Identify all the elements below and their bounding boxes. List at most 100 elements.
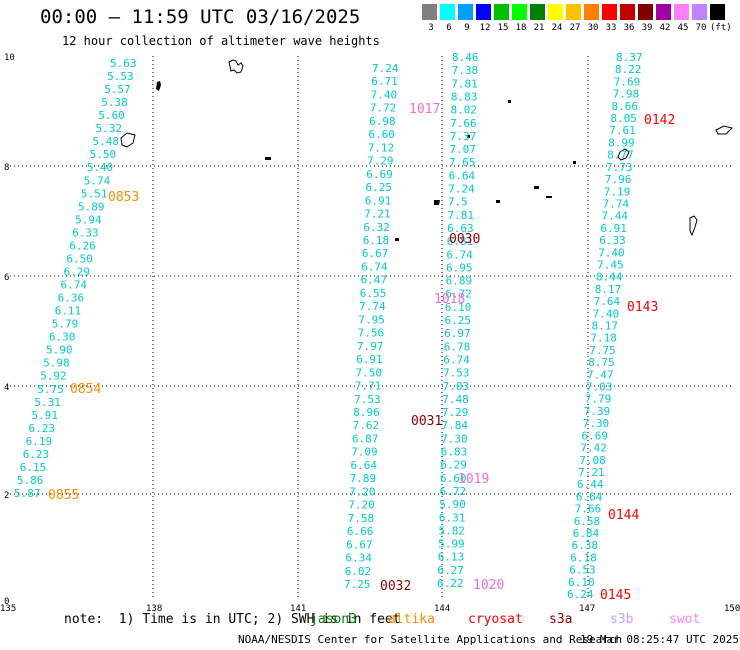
wave-height-value: 6.71 <box>371 75 398 88</box>
wave-height-value: 6.36 <box>58 292 85 305</box>
wave-height-value: 7.18 <box>590 332 617 345</box>
wave-height-value: 5.79 <box>52 318 79 331</box>
legend-label: 45 <box>677 23 689 33</box>
wave-height-value: 6.74 <box>61 279 88 292</box>
wave-height-value: 7.48 <box>442 393 469 406</box>
wave-height-value: 5.90 <box>46 344 73 357</box>
wave-height-value: 7.66 <box>575 503 602 516</box>
wave-height-value: 6.38 <box>572 539 599 552</box>
island <box>467 135 470 138</box>
wave-height-value: 7.37 <box>450 130 477 143</box>
legend-swatch <box>440 4 455 20</box>
wave-height-value: 7.29 <box>367 155 394 168</box>
legend-label: 39 <box>641 23 653 33</box>
wave-height-value: 7.71 <box>355 380 382 393</box>
pass-time-label: 1018 <box>434 292 465 307</box>
wave-height-value: 6.29 <box>64 266 91 279</box>
pass-time-label: 1020 <box>473 578 504 593</box>
wave-height-value: 6.74 <box>361 261 388 274</box>
wave-height-value: 5.31 <box>34 396 61 409</box>
wave-height-value: 7.58 <box>348 512 375 525</box>
wave-height-value: 6.13 <box>438 551 465 564</box>
wave-height-value: 6.64 <box>351 459 378 472</box>
legend-label: 21 <box>533 23 545 33</box>
wave-height-value: 8.99 <box>608 136 635 149</box>
island <box>573 161 576 164</box>
wave-height-value: 7.40 <box>598 246 625 259</box>
legend-label: 18 <box>515 23 527 33</box>
wave-height-value: 8.17 <box>592 320 619 333</box>
legend-swatch <box>548 4 563 20</box>
legend-swatch <box>494 4 509 20</box>
wave-height-value: 7.08 <box>579 454 606 467</box>
wave-height-value: 5.57 <box>104 83 131 96</box>
pass-time-label: 1019 <box>458 472 489 487</box>
latitude-tick-label: 10 <box>4 53 15 63</box>
wave-height-value: 6.22 <box>437 577 464 590</box>
pass-time-label: 0143 <box>627 300 658 315</box>
wave-height-value: 6.27 <box>437 564 464 577</box>
wave-height-value: 6.33 <box>72 226 99 239</box>
pass-time-label: 0142 <box>644 113 675 128</box>
latitude-tick-label: 4 <box>4 383 9 393</box>
satellite-label-s3a: s3a <box>549 612 573 627</box>
wave-height-value: 7.89 <box>350 472 377 485</box>
pass-time-label: 0145 <box>600 588 631 603</box>
legend-swatch <box>620 4 635 20</box>
wave-height-value: 6.10 <box>568 576 595 589</box>
wave-height-value: 5.91 <box>32 409 59 422</box>
wave-height-value: 7.73 <box>606 161 633 174</box>
wave-height-value: 6.34 <box>345 552 372 565</box>
legend-label: (ft) <box>710 23 732 33</box>
wave-height-value: 6.25 <box>445 314 472 327</box>
wave-height-value: 6.19 <box>26 435 52 448</box>
wave-height-value: 8.83 <box>451 90 478 103</box>
axis-labels: 135 138 141 144 147 150 10 8 6 4 2 0 <box>0 53 740 614</box>
legend-swatch <box>692 4 707 20</box>
wave-height-value: 6.98 <box>369 115 396 128</box>
wave-height-value: 6.60 <box>440 472 467 485</box>
island <box>689 215 698 237</box>
wave-height-value: 7.81 <box>448 209 475 222</box>
wave-height-value: 5.48 <box>93 135 120 148</box>
wave-height-value: 8.44 <box>596 271 623 284</box>
wave-height-value: 5.75 <box>37 383 64 396</box>
wave-height-value: 7.56 <box>358 327 385 340</box>
latitude-tick-label: 0 <box>4 597 9 607</box>
longitude-tick-label: 144 <box>434 604 450 614</box>
wave-height-value: 7.20 <box>348 499 375 512</box>
pass-time-labels: 0853 0854 0855 1017 1018 1019 1020 0030 0031 0032… <box>48 102 675 603</box>
legend-swatch <box>584 4 599 20</box>
wave-height-value: 5.82 <box>439 524 466 537</box>
wave-height-value: 7.47 <box>587 368 614 381</box>
island <box>156 81 161 91</box>
footer-note: note: 1) Time is in UTC; 2) SWH is in fe… <box>64 612 401 627</box>
pass-time-label: 0144 <box>608 508 639 523</box>
island <box>228 59 244 74</box>
island <box>617 148 630 161</box>
wave-height-value: 6.64 <box>576 490 603 503</box>
wave-height-value: 6.74 <box>443 353 470 366</box>
graticule <box>10 56 732 600</box>
wave-height-value: 7.95 <box>358 313 385 326</box>
wave-height-value: 5.86 <box>17 474 44 487</box>
islands <box>120 59 733 241</box>
wave-height-value: 6.25 <box>366 181 393 194</box>
wave-height-value: 7.53 <box>354 393 381 406</box>
wave-height-value: 6.58 <box>574 515 601 528</box>
wave-height-value: 6.83 <box>441 446 468 459</box>
wave-height-value: 6.63 <box>447 222 474 235</box>
wave-height-value: 6.74 <box>446 248 473 261</box>
wave-height-value: 6.78 <box>444 340 471 353</box>
wave-height-value: 5.50 <box>90 148 117 161</box>
wave-height-value: 6.69 <box>366 168 393 181</box>
legend-swatch <box>530 4 545 20</box>
island <box>395 238 399 241</box>
wave-height-value: 7.61 <box>609 124 636 137</box>
wave-height-value: 6.02 <box>345 565 372 578</box>
wave-height-value: 7.5 <box>448 196 468 209</box>
wave-height-value: 6.31 <box>439 511 466 524</box>
satellite-label-altika: altika <box>388 612 435 627</box>
wave-height-value: 7.53 <box>443 367 470 380</box>
island <box>508 100 511 103</box>
